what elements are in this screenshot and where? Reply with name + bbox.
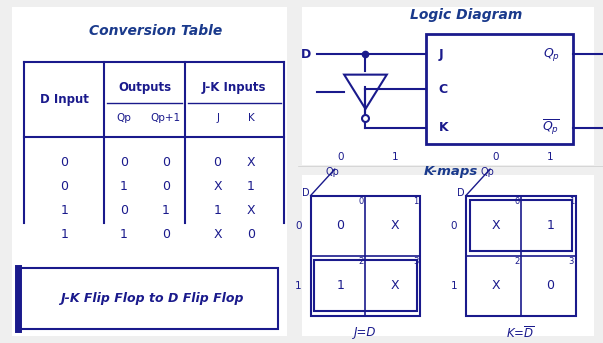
Text: X: X	[391, 219, 399, 232]
Text: 0: 0	[60, 156, 68, 169]
FancyBboxPatch shape	[18, 268, 277, 329]
Text: $Q_p$: $Q_p$	[543, 46, 560, 62]
Text: 0: 0	[337, 152, 344, 162]
Text: 0: 0	[120, 204, 128, 217]
Text: 0: 0	[514, 197, 519, 206]
FancyBboxPatch shape	[302, 175, 594, 336]
Text: 1: 1	[120, 228, 128, 241]
Text: 1: 1	[547, 152, 554, 162]
Text: K-maps: K-maps	[424, 165, 478, 178]
Text: K=$\overline{D}$: K=$\overline{D}$	[507, 325, 535, 341]
Text: X: X	[247, 204, 255, 217]
Text: Outputs: Outputs	[118, 81, 171, 94]
Text: 1: 1	[120, 180, 128, 193]
Bar	[470, 200, 572, 251]
Text: Logic Diagram: Logic Diagram	[410, 9, 522, 22]
Text: D Input: D Input	[40, 93, 89, 106]
FancyBboxPatch shape	[12, 7, 286, 336]
Bar	[466, 196, 576, 316]
Text: 2: 2	[514, 257, 519, 266]
Text: J: J	[216, 113, 219, 123]
Text: J-K Flip Flop to D Flip Flop: J-K Flip Flop to D Flip Flop	[60, 292, 244, 305]
Text: 0: 0	[295, 221, 302, 230]
Text: Conversion Table: Conversion Table	[89, 24, 222, 38]
Text: 0: 0	[120, 156, 128, 169]
Text: 1: 1	[247, 180, 255, 193]
Text: D: D	[302, 188, 309, 198]
Text: 1: 1	[336, 279, 344, 292]
Text: 1: 1	[60, 204, 68, 217]
Text: 0: 0	[359, 197, 364, 206]
Text: 1: 1	[295, 281, 302, 291]
Text: K: K	[438, 121, 448, 134]
Text: C: C	[438, 83, 447, 96]
Text: J=D: J=D	[355, 326, 377, 339]
Text: 1: 1	[213, 204, 221, 217]
Text: D: D	[457, 188, 464, 198]
Text: 0: 0	[492, 152, 499, 162]
Text: 1: 1	[450, 281, 457, 291]
Bar	[426, 34, 573, 144]
Text: 3: 3	[414, 257, 418, 266]
Text: 1: 1	[60, 228, 68, 241]
Text: K: K	[248, 113, 254, 123]
Text: X: X	[391, 279, 399, 292]
Text: 0: 0	[450, 221, 457, 230]
Bar	[311, 196, 420, 316]
Text: D: D	[300, 48, 311, 61]
Text: 2: 2	[359, 257, 364, 266]
Text: 1: 1	[546, 219, 554, 232]
Text: 0: 0	[546, 279, 554, 292]
Text: Qp+1: Qp+1	[151, 113, 181, 123]
Text: 1: 1	[392, 152, 399, 162]
Text: Qp: Qp	[325, 167, 339, 177]
Text: 1: 1	[162, 204, 169, 217]
Bar	[314, 260, 417, 311]
Text: 0: 0	[162, 156, 169, 169]
Text: X: X	[491, 219, 500, 232]
Text: J: J	[438, 48, 443, 61]
Text: 1: 1	[569, 197, 574, 206]
Text: Qp: Qp	[116, 113, 131, 123]
Text: 0: 0	[336, 219, 344, 232]
Text: X: X	[213, 180, 222, 193]
Text: 0: 0	[247, 228, 255, 241]
FancyBboxPatch shape	[302, 7, 594, 165]
Text: X: X	[247, 156, 255, 169]
Text: 3: 3	[569, 257, 574, 266]
Polygon shape	[344, 75, 387, 109]
Text: X: X	[213, 228, 222, 241]
Text: J-K Inputs: J-K Inputs	[202, 81, 267, 94]
Text: Qp: Qp	[481, 167, 494, 177]
Text: 0: 0	[162, 180, 169, 193]
Text: 1: 1	[414, 197, 418, 206]
Text: 0: 0	[162, 228, 169, 241]
Text: 0: 0	[213, 156, 221, 169]
Text: 0: 0	[60, 180, 68, 193]
Text: $\overline{Q_p}$: $\overline{Q_p}$	[542, 118, 560, 137]
Text: X: X	[491, 279, 500, 292]
